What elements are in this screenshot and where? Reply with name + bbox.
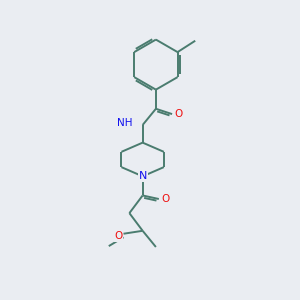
- Text: O: O: [161, 194, 170, 204]
- Text: NH: NH: [117, 118, 132, 128]
- Text: O: O: [114, 231, 122, 241]
- Text: O: O: [174, 109, 183, 119]
- Text: N: N: [139, 171, 147, 181]
